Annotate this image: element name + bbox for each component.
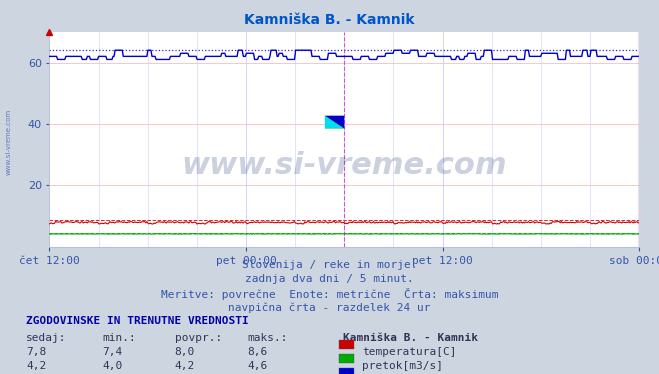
Text: www.si-vreme.com: www.si-vreme.com <box>181 151 507 180</box>
Polygon shape <box>325 116 345 129</box>
Text: povpr.:: povpr.: <box>175 333 222 343</box>
Text: Kamniška B. - Kamnik: Kamniška B. - Kamnik <box>343 333 478 343</box>
Text: 4,2: 4,2 <box>175 361 195 371</box>
Polygon shape <box>325 116 345 129</box>
Text: navpična črta - razdelek 24 ur: navpična črta - razdelek 24 ur <box>228 303 431 313</box>
Text: temperatura[C]: temperatura[C] <box>362 347 456 357</box>
Text: 7,8: 7,8 <box>26 347 47 357</box>
FancyBboxPatch shape <box>325 116 345 129</box>
Text: 4,2: 4,2 <box>26 361 47 371</box>
Text: ZGODOVINSKE IN TRENUTNE VREDNOSTI: ZGODOVINSKE IN TRENUTNE VREDNOSTI <box>26 316 249 326</box>
Text: 8,0: 8,0 <box>175 347 195 357</box>
Text: min.:: min.: <box>102 333 136 343</box>
Text: Meritve: povrečne  Enote: metrične  Črta: maksimum: Meritve: povrečne Enote: metrične Črta: … <box>161 288 498 300</box>
Text: 4,0: 4,0 <box>102 361 123 371</box>
Text: 4,6: 4,6 <box>247 361 268 371</box>
Text: Slovenija / reke in morje.: Slovenija / reke in morje. <box>242 260 417 270</box>
Text: Kamniška B. - Kamnik: Kamniška B. - Kamnik <box>244 13 415 27</box>
Text: zadnja dva dni / 5 minut.: zadnja dva dni / 5 minut. <box>245 274 414 284</box>
Text: 8,6: 8,6 <box>247 347 268 357</box>
Text: sedaj:: sedaj: <box>26 333 67 343</box>
Text: 7,4: 7,4 <box>102 347 123 357</box>
Text: www.si-vreme.com: www.si-vreme.com <box>5 109 11 175</box>
Text: maks.:: maks.: <box>247 333 287 343</box>
Text: pretok[m3/s]: pretok[m3/s] <box>362 361 443 371</box>
